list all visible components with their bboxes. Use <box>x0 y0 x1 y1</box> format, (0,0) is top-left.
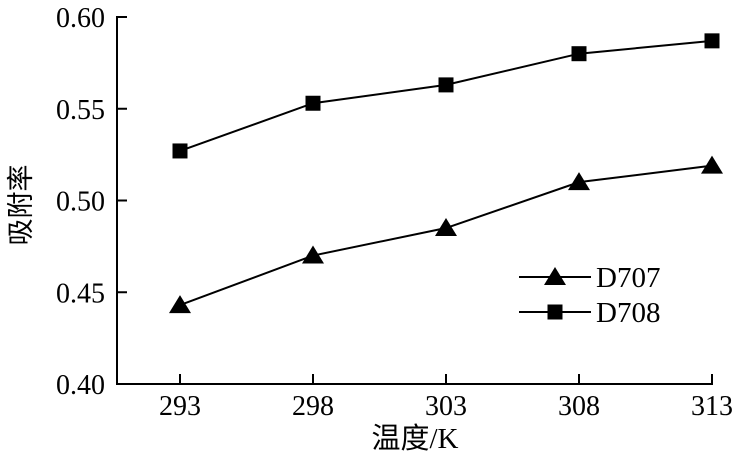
d708-square-marker-icon <box>438 77 454 93</box>
d707-triangle-marker-icon <box>435 218 457 237</box>
y-tick-label: 0.55 <box>56 95 105 126</box>
d707-triangle-marker-icon <box>169 295 191 314</box>
legend-square-marker-icon <box>547 304 563 320</box>
legend-triangle-marker-icon <box>544 267 566 285</box>
x-tick-label: 308 <box>558 391 600 422</box>
legend-label-d708: D708 <box>596 297 660 329</box>
d708-square-marker-icon <box>172 143 188 159</box>
y-axis-title: 吸附率 <box>6 165 36 246</box>
d707-triangle-marker-icon <box>568 172 590 191</box>
x-tick-label: 313 <box>691 391 733 422</box>
y-tick-label: 0.60 <box>56 3 105 34</box>
y-tick-label: 0.50 <box>56 187 105 218</box>
d707-triangle-marker-icon <box>302 245 324 264</box>
d708-square-marker-icon <box>571 46 587 62</box>
y-tick-label: 0.45 <box>56 278 105 309</box>
d708-square-marker-icon <box>704 33 720 49</box>
d708-square-marker-icon <box>305 95 321 111</box>
x-tick-label: 293 <box>159 391 201 422</box>
series-line-d708 <box>179 39 713 152</box>
x-axis-title: 温度/K <box>371 422 458 455</box>
d707-triangle-marker-icon <box>701 155 723 174</box>
x-tick-label: 298 <box>292 391 334 422</box>
x-tick-label: 303 <box>425 391 467 422</box>
legend-label-d707: D707 <box>596 262 660 294</box>
y-tick-label: 0.40 <box>56 370 105 401</box>
